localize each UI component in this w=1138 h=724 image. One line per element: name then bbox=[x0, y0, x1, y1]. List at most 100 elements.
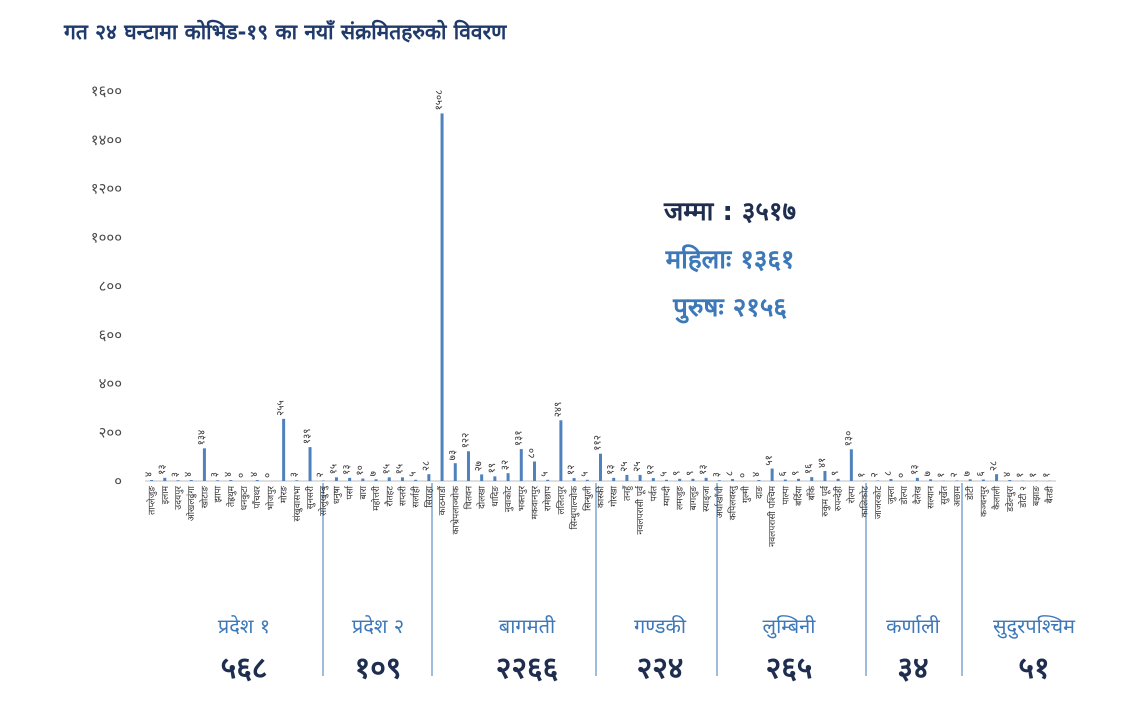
category-label: नवलपरासी पूर्व bbox=[634, 485, 646, 535]
category-label: पाल्पा bbox=[781, 485, 791, 504]
category-label: लमजुङ bbox=[676, 486, 686, 510]
y-tick-label: ४०० bbox=[99, 375, 122, 393]
province-sudurpaschim-total: ५१ bbox=[1018, 651, 1050, 686]
category-label: बर्दिया bbox=[793, 485, 805, 505]
y-tick-label: २०० bbox=[99, 423, 122, 441]
category-label: सिराहा bbox=[423, 485, 435, 507]
value-label: ४१ bbox=[817, 458, 828, 468]
bar bbox=[150, 480, 154, 481]
bar bbox=[361, 478, 365, 481]
province-1-name: प्रदेश १ bbox=[217, 614, 271, 638]
category-label: मोरङ bbox=[278, 486, 290, 503]
category-label: धादिङ bbox=[489, 486, 501, 507]
category-label: इलाम bbox=[161, 485, 171, 504]
male-cases: पुरुषः २१५६ bbox=[600, 288, 860, 324]
category-label: भोजपुर bbox=[264, 486, 276, 510]
category-label: बझाङ bbox=[1032, 486, 1042, 506]
category-label: रुकुम पूर्व bbox=[819, 485, 831, 517]
bar bbox=[334, 477, 338, 481]
category-label: सप्तरी bbox=[396, 485, 408, 506]
bar bbox=[400, 477, 404, 481]
category-label: बैतडी bbox=[1043, 485, 1055, 503]
bar bbox=[480, 474, 484, 481]
bar bbox=[691, 478, 695, 481]
category-label: दैलेख bbox=[911, 485, 923, 504]
bar bbox=[229, 480, 233, 481]
bar bbox=[651, 478, 655, 481]
category-label: ताप्लेजुङ bbox=[146, 486, 158, 515]
value-label: ७ bbox=[923, 471, 934, 476]
bar bbox=[519, 449, 523, 481]
value-label: १५ bbox=[381, 464, 392, 474]
category-label: चितवन bbox=[462, 485, 474, 509]
bar bbox=[783, 479, 787, 481]
category-label: म्याग्दी bbox=[661, 485, 673, 506]
bar bbox=[532, 461, 536, 481]
category-label: डोटी bbox=[964, 485, 976, 501]
category-label: डोल्पा bbox=[898, 485, 910, 505]
category-label: धनकुटा bbox=[240, 485, 250, 510]
value-label: २ bbox=[870, 472, 881, 477]
category-label: दोलखा bbox=[476, 485, 488, 509]
bar bbox=[612, 477, 616, 481]
bar bbox=[506, 473, 510, 481]
value-label: १२२ bbox=[460, 433, 471, 449]
category-label: दाङ bbox=[755, 486, 765, 499]
value-label: ९ bbox=[685, 471, 696, 476]
bar bbox=[665, 479, 669, 481]
bar bbox=[255, 480, 259, 481]
category-label: कालिकोट bbox=[859, 486, 871, 518]
bar bbox=[466, 451, 470, 481]
total-label: जम्मा bbox=[664, 197, 714, 227]
y-tick-label: १२०० bbox=[91, 180, 122, 198]
category-label: रामेछाप bbox=[542, 485, 554, 511]
bar bbox=[995, 474, 999, 481]
value-label: १३० bbox=[843, 431, 854, 447]
category-label: डोटी २ bbox=[1017, 486, 1029, 509]
value-label: ३ bbox=[210, 472, 221, 477]
value-label: १३१ bbox=[513, 430, 524, 446]
value-label: ५१ bbox=[764, 455, 775, 465]
category-label: गोरखा bbox=[608, 485, 620, 506]
value-label: १३ bbox=[606, 464, 617, 474]
value-label: ८ bbox=[883, 471, 894, 476]
value-label: ३ bbox=[711, 472, 722, 477]
value-label: ७३ bbox=[447, 450, 458, 460]
bar bbox=[308, 447, 312, 481]
category-label: उदयपुर bbox=[174, 486, 184, 510]
category-label: कपिलवस्तु bbox=[727, 485, 739, 520]
category-label: तेह्रथुम bbox=[225, 485, 237, 507]
bar bbox=[572, 478, 576, 481]
category-label: काभ्रेपलाञ्चोक bbox=[449, 485, 461, 535]
category-label: स्याङ्जा bbox=[702, 485, 712, 511]
bar bbox=[625, 474, 629, 481]
value-label: २८ bbox=[989, 461, 1000, 471]
value-label: १ bbox=[1028, 473, 1039, 478]
category-label: कैलाली bbox=[991, 485, 1003, 509]
value-label: १२ bbox=[566, 465, 577, 475]
bar bbox=[889, 479, 893, 481]
value-label: १ bbox=[1041, 473, 1052, 478]
value-label: १३ bbox=[342, 464, 353, 474]
category-label: रोल्पा bbox=[845, 485, 857, 503]
value-label: १५०८ bbox=[434, 90, 445, 111]
value-label: ७ bbox=[962, 471, 973, 476]
value-label: ६ bbox=[777, 471, 788, 476]
value-label: १ bbox=[857, 473, 868, 478]
bar bbox=[216, 480, 220, 481]
bar bbox=[823, 471, 827, 481]
value-label: २४९ bbox=[553, 402, 564, 418]
value-label: १३ bbox=[698, 464, 709, 474]
category-label: संखुवासभा bbox=[292, 485, 303, 521]
bar bbox=[176, 480, 180, 481]
category-label: कास्की bbox=[595, 485, 607, 508]
province-bagmati-name: बागमती bbox=[498, 614, 556, 638]
category-label: कञ्चनपुर bbox=[979, 486, 989, 517]
category-label: बारा bbox=[359, 485, 369, 499]
category-label: सिन्धुली bbox=[581, 485, 593, 511]
province-gandaki-total: २२४ bbox=[636, 651, 684, 686]
value-label: १३ bbox=[909, 464, 920, 474]
category-label: पाँचथर bbox=[251, 486, 263, 509]
value-label: १३४ bbox=[196, 430, 207, 446]
